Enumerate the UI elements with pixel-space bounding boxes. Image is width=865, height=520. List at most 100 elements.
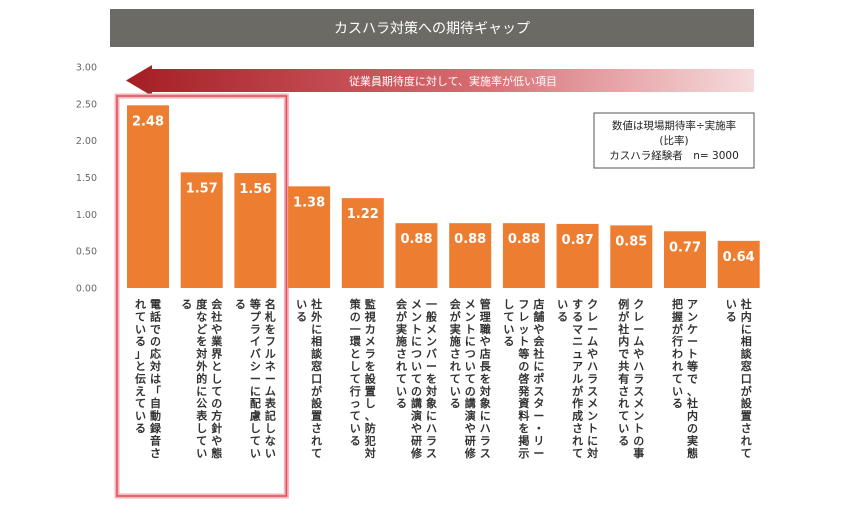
- category-char: 慮: [250, 409, 261, 423]
- category-char: 公: [196, 397, 207, 410]
- category-char: と: [211, 360, 222, 373]
- category-char: の: [518, 360, 529, 373]
- category-char: ハ: [426, 422, 437, 435]
- bar: [449, 223, 492, 288]
- category-char: が: [311, 384, 322, 398]
- category-char: を: [518, 422, 529, 435]
- category-char: ラ: [365, 348, 376, 361]
- category-char: 設: [365, 371, 377, 385]
- category-char: し: [365, 397, 376, 410]
- category-char: 行: [671, 334, 683, 348]
- category-char: 配: [250, 396, 261, 410]
- category-char: や: [465, 422, 476, 435]
- category-char: て: [311, 447, 322, 460]
- category-char: れ: [135, 298, 146, 311]
- category-char: ニ: [572, 335, 583, 348]
- category-char: 行: [349, 384, 361, 398]
- category-char: 相: [311, 334, 322, 348]
- y-axis: 0.00 0.50 1.00 1.50 2.00 2.50 3.00: [76, 63, 97, 295]
- category-char: 等: [517, 347, 529, 361]
- value-label: 1.38: [293, 195, 325, 210]
- category-char: ト: [587, 422, 598, 435]
- category-char: 自: [150, 396, 161, 410]
- value-label: 0.87: [562, 233, 594, 248]
- category-char: リ: [533, 434, 544, 447]
- category-char: れ: [450, 360, 461, 373]
- category-char: プ: [250, 309, 262, 323]
- category-char: て: [135, 310, 146, 323]
- category-char: る: [235, 298, 246, 311]
- category-char: 講: [411, 396, 422, 410]
- category-char: ク: [587, 298, 598, 311]
- category-char: ン: [411, 310, 422, 323]
- category-char: ト: [411, 323, 422, 336]
- category-char: 動: [150, 409, 161, 423]
- category-char: 伝: [135, 371, 146, 385]
- category-char: や: [480, 335, 491, 348]
- category-char: ー: [533, 410, 544, 423]
- highlight-border: [116, 95, 288, 497]
- category-char: 施: [450, 334, 461, 348]
- category-char: で: [687, 372, 698, 385]
- category-char: ハ: [480, 422, 491, 435]
- category-char: て: [572, 447, 583, 460]
- category-char: ト: [465, 323, 476, 336]
- note-box: 数値は現場期待率÷実施率 (比率) カスハラ経験者 n= 3000: [593, 112, 755, 169]
- category-char: て: [350, 372, 361, 385]
- category-char: の: [687, 422, 698, 435]
- note-line: 数値は現場期待率÷実施率: [612, 119, 736, 132]
- category-char: 事: [633, 446, 644, 460]
- category-char: さ: [450, 348, 461, 361]
- category-char: で: [618, 348, 629, 361]
- category-char: 社: [617, 322, 629, 336]
- category-char: ス: [426, 447, 437, 460]
- value-label: 0.88: [400, 232, 432, 247]
- category-char: ト: [687, 348, 698, 361]
- category-char: い: [450, 385, 461, 398]
- category-char: が: [572, 384, 583, 398]
- category-char: 設: [311, 396, 323, 410]
- category-char: 相: [741, 334, 752, 348]
- category-char: 社: [532, 347, 544, 361]
- category-char: の: [465, 385, 476, 398]
- category-char: れ: [311, 434, 322, 447]
- category-char: 研: [411, 434, 422, 447]
- category-char: ク: [633, 298, 644, 311]
- category-char: 針: [211, 421, 222, 435]
- category-char: ラ: [633, 372, 644, 385]
- category-char: 電: [150, 298, 161, 311]
- value-label: 0.88: [454, 232, 486, 247]
- category-char: 会: [211, 297, 223, 311]
- category-char: シ: [250, 360, 261, 373]
- category-char: れ: [396, 360, 407, 373]
- category-char: を: [365, 360, 376, 373]
- category-char: 態: [687, 446, 698, 460]
- category-char: が: [741, 384, 752, 398]
- category-char: ー: [533, 447, 544, 460]
- category-char: 社: [210, 309, 222, 323]
- category-char: に: [533, 360, 544, 373]
- category-char: 外: [195, 359, 207, 373]
- category-char: 記: [265, 409, 276, 423]
- category-char: つ: [465, 348, 476, 361]
- category-char: ラ: [250, 323, 261, 336]
- category-char: 窓: [741, 359, 752, 373]
- value-label: 1.57: [186, 181, 218, 196]
- category-char: い: [250, 447, 261, 460]
- category-char: を: [265, 323, 276, 336]
- category-char: の: [350, 310, 361, 323]
- category-char: な: [196, 310, 207, 323]
- category-char: 実: [450, 322, 461, 336]
- category-char: ス: [587, 385, 598, 398]
- category-char: る: [726, 310, 737, 323]
- bar: [610, 225, 653, 288]
- category-char: い: [411, 360, 422, 373]
- category-char: 置: [365, 385, 376, 398]
- category-char: メ: [465, 298, 476, 311]
- category-char: て: [465, 372, 476, 385]
- value-label: 1.22: [347, 207, 379, 222]
